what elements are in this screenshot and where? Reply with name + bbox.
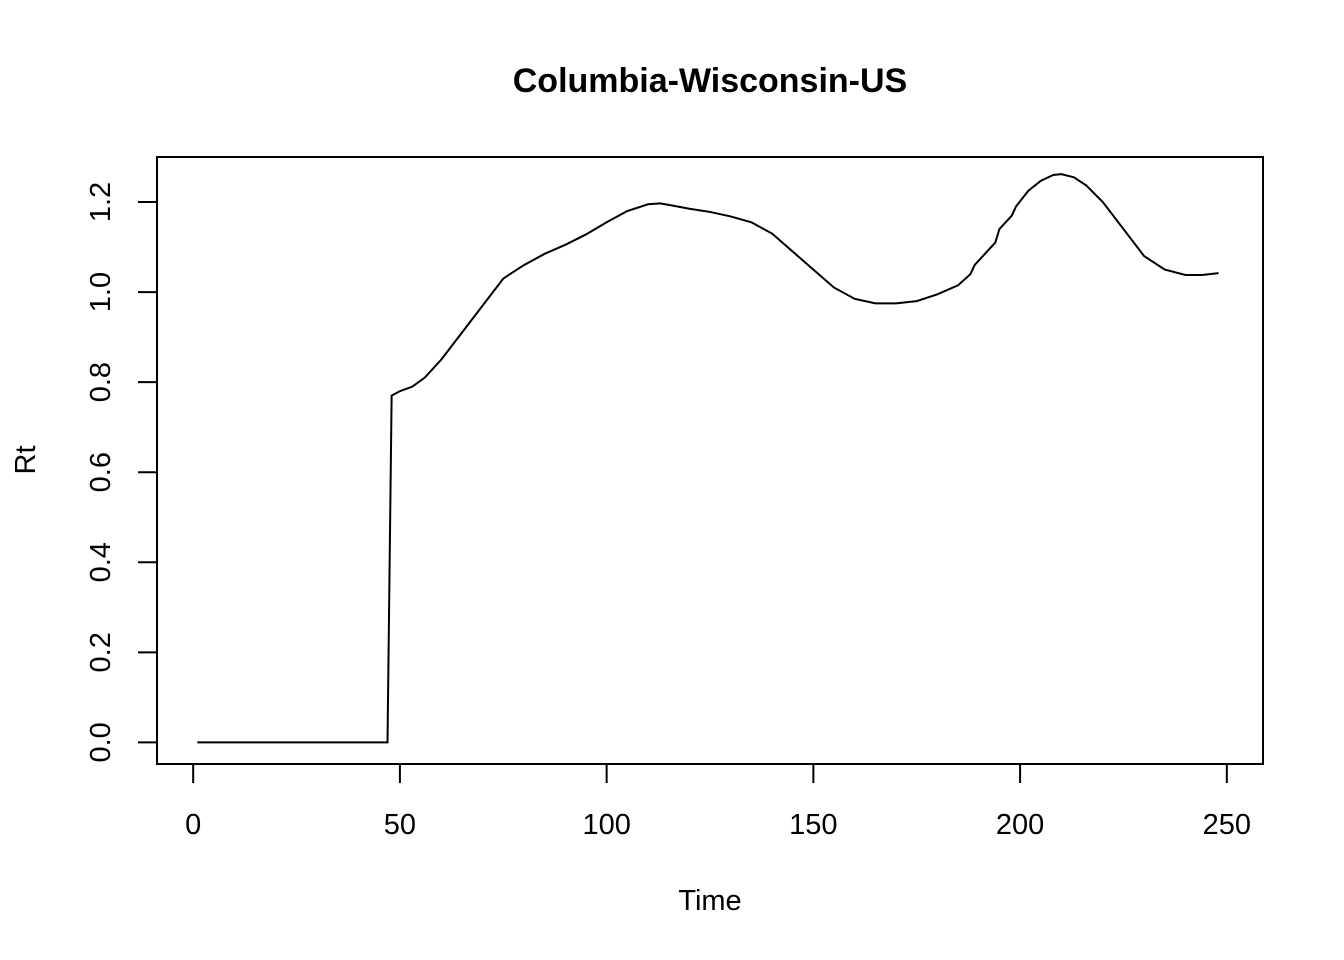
x-tick-label: 150 — [789, 809, 837, 841]
y-tick-label: 0.6 — [85, 452, 117, 492]
y-tick-label: 1.0 — [85, 272, 117, 312]
x-axis-label: Time — [678, 885, 741, 917]
y-tick-label: 0.8 — [85, 362, 117, 402]
y-axis: 0.0 0.2 0.4 0.6 0.8 1.0 1.2 — [85, 182, 158, 763]
x-tick-label: 50 — [384, 809, 416, 841]
x-tick-label: 200 — [996, 809, 1044, 841]
x-axis: 0 50 100 150 200 250 — [185, 763, 1251, 841]
y-tick-label: 0.4 — [85, 542, 117, 582]
y-tick-label: 0.0 — [85, 722, 117, 762]
x-tick-label: 100 — [582, 809, 630, 841]
y-tick-label: 1.2 — [85, 182, 117, 222]
chart-title: Columbia-Wisconsin-US — [513, 62, 908, 100]
y-axis-label: Rt — [10, 446, 42, 475]
x-tick-label: 0 — [185, 809, 201, 841]
plot-area-box — [156, 156, 1264, 765]
series-line — [197, 173, 1219, 744]
x-tick-label: 250 — [1203, 809, 1251, 841]
y-tick-label: 0.2 — [85, 632, 117, 672]
